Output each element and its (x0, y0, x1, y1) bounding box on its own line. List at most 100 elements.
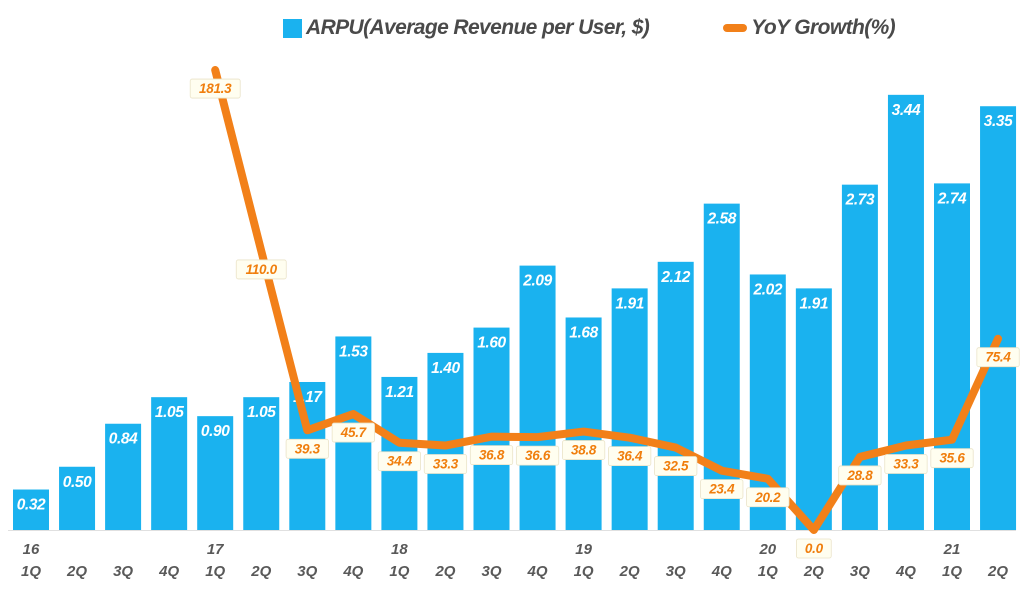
arpu-value-label: 3.44 (892, 102, 921, 119)
arpu-bar-3Q (105, 423, 142, 530)
arpu-bar-2Q (611, 288, 648, 530)
yoy-value-label-box (700, 479, 744, 500)
arpu-value-label: 2.58 (706, 211, 736, 228)
yoy-value-label-box (377, 451, 422, 472)
yoy-value-label-box (235, 259, 287, 280)
yoy-value-label-box (562, 440, 606, 460)
axis-quarter-label: 3Q (850, 563, 870, 580)
yoy-value-label: 38.8 (571, 443, 597, 458)
arpu-bar-1Q-16 (13, 489, 49, 530)
yoy-line-swatch-icon (723, 24, 748, 32)
arpu-value-label: 2.73 (845, 192, 875, 209)
yoy-line (211, 66, 1003, 534)
axis-quarter-label: 3Q (481, 563, 501, 580)
arpu-value-label: 0.50 (63, 474, 92, 491)
arpu-value-label: 1.91 (615, 295, 644, 312)
arpu-value-label: 0.90 (201, 423, 230, 440)
axis-year-label: 21 (943, 541, 961, 558)
yoy-value-label: 35.6 (939, 451, 965, 466)
arpu-bar-2Q (980, 106, 1017, 530)
axis-year-label: 18 (391, 541, 408, 558)
yoy-value-label-box (515, 445, 560, 466)
axis-quarter-label: 4Q (895, 563, 916, 580)
axis-year-label: 20 (758, 541, 776, 558)
yoy-value-label-box (930, 448, 974, 469)
yoy-value-label-box (608, 446, 652, 467)
yoy-value-label: 33.3 (433, 457, 459, 472)
yoy-value-label-box (423, 454, 468, 474)
arpu-value-label: 1.05 (155, 404, 184, 421)
axis-quarter-label: 4Q (527, 563, 548, 580)
arpu-value-label: 1.21 (385, 384, 414, 401)
yoy-value-label: 181.3 (199, 81, 232, 96)
arpu-bar-3Q (473, 327, 510, 530)
axis-quarter-label: 2Q (619, 563, 640, 580)
axis-quarter-label: 1Q (205, 563, 225, 580)
yoy-value-label: 36.4 (617, 449, 643, 464)
axis-quarter-label: 1Q (942, 563, 962, 580)
legend: ARPU(Average Revenue per User, $) YoY Gr… (283, 16, 896, 40)
arpu-value-label: 0.84 (109, 431, 138, 448)
axis-year-label: 16 (23, 541, 40, 558)
axis-year-label: 17 (207, 541, 224, 558)
arpu-value-label: 1.68 (569, 324, 598, 341)
arpu-value-label: 2.12 (660, 269, 690, 286)
yoy-value-label: 45.7 (340, 425, 368, 440)
arpu-value-label: 1.60 (477, 335, 506, 352)
yoy-value-label-box (189, 78, 241, 99)
yoy-value-label-box (838, 465, 882, 486)
arpu-value-label: 2.02 (753, 281, 783, 298)
yoy-value-label: 75.4 (986, 350, 1012, 365)
arpu-value-label: 2.74 (937, 190, 967, 207)
yoy-value-label: 110.0 (246, 262, 278, 277)
axis-quarter-label: 3Q (297, 563, 317, 580)
axis-quarter-label: 4Q (342, 563, 363, 580)
arpu-bar-3Q (657, 261, 694, 530)
axis-quarter-label: 2Q (803, 563, 824, 580)
arpu-value-label: 2.09 (522, 273, 552, 290)
yoy-series-label: YoY Growth(%) (751, 16, 896, 39)
axis-quarter-label: 2Q (987, 563, 1008, 580)
legend-item-yoy: YoY Growth(%) (723, 16, 896, 40)
axis-quarter-label: 4Q (711, 563, 732, 580)
yoy-value-label-box (976, 347, 1020, 368)
axis-quarter-label: 4Q (158, 563, 179, 580)
arpu-value-label: 1.40 (431, 360, 460, 377)
arpu-bar-1Q-17 (197, 416, 234, 530)
arpu-bar-4Q (151, 397, 188, 530)
arpu-value-label: 1.91 (800, 295, 829, 312)
arpu-bar-4Q (519, 265, 556, 530)
axis-quarter-label: 3Q (666, 563, 686, 580)
yoy-value-label-box (884, 454, 928, 474)
axis-quarter-label: 1Q (21, 563, 41, 580)
yoy-value-label-box (796, 538, 832, 559)
yoy-value-label: 28.8 (846, 468, 873, 483)
yoy-value-label-box (469, 445, 514, 466)
arpu-bar-1Q-21 (934, 183, 970, 530)
yoy-value-label: 23.4 (708, 482, 735, 497)
arpu-value-label: 0.32 (17, 497, 46, 514)
yoy-value-label-box (746, 487, 790, 508)
arpu-value-label: 1.05 (247, 404, 276, 421)
arpu-bar-1Q-19 (565, 317, 602, 530)
axis-quarter-label: 2Q (66, 563, 87, 580)
yoy-value-label: 0.0 (805, 541, 824, 556)
axis-quarter-label: 1Q (758, 563, 778, 580)
yoy-value-label: 36.8 (479, 448, 505, 463)
axis-quarter-label: 1Q (574, 563, 594, 580)
yoy-value-label-box (285, 438, 329, 459)
yoy-value-label: 20.2 (754, 490, 781, 505)
yoy-value-label: 39.3 (295, 441, 321, 456)
axis-quarter-label: 2Q (250, 563, 271, 580)
arpu-series-label: ARPU(Average Revenue per User, $) (306, 16, 650, 39)
axis-quarter-label: 3Q (113, 563, 133, 580)
yoy-value-label-box (654, 456, 698, 476)
arpu-value-label: 3.35 (984, 113, 1013, 130)
yoy-value-label: 34.4 (387, 454, 413, 469)
legend-item-arpu: ARPU(Average Revenue per User, $) (283, 16, 650, 40)
axis-quarter-label: 2Q (434, 563, 455, 580)
yoy-value-label-box (331, 422, 375, 443)
yoy-value-label: 36.6 (525, 448, 551, 463)
axis-year-label: 19 (575, 541, 592, 558)
